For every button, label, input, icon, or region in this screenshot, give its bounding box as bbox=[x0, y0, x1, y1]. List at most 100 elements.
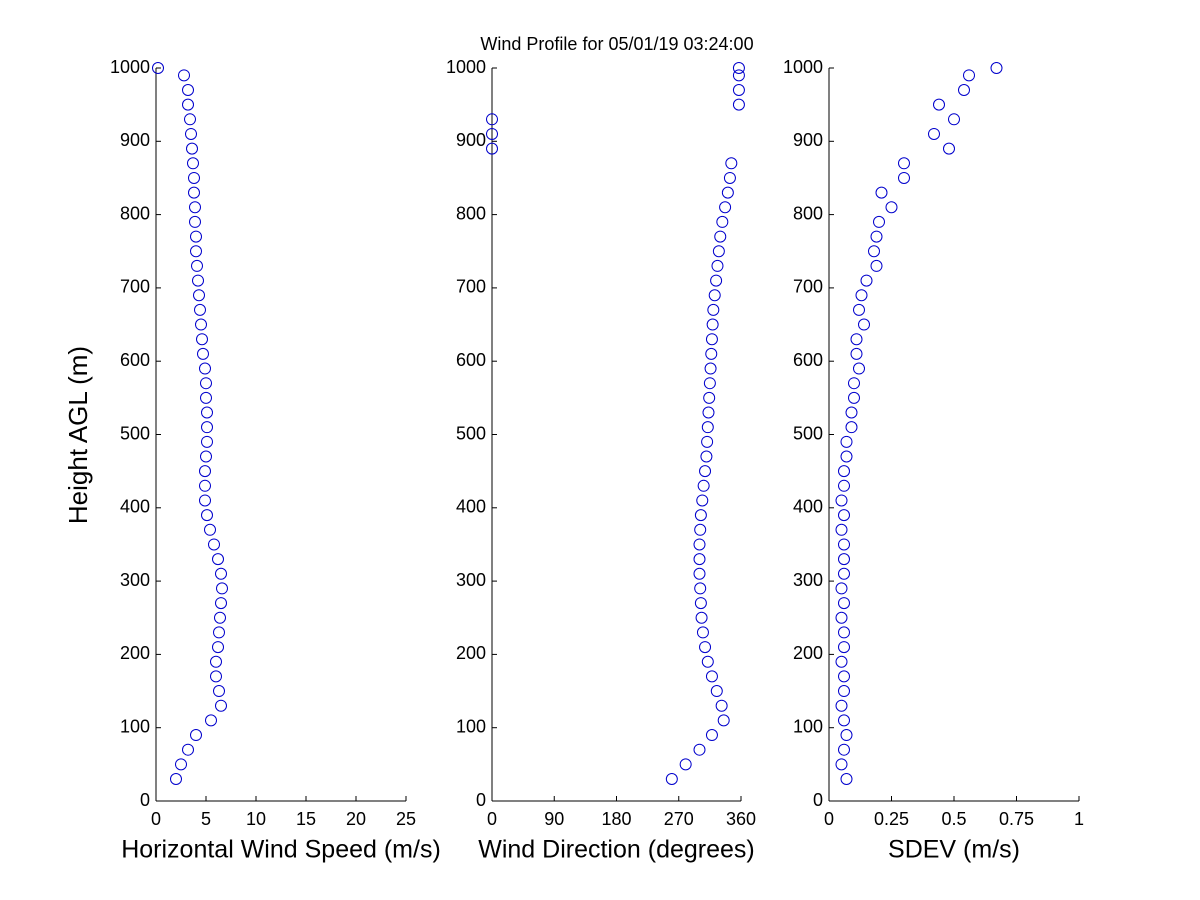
data-point bbox=[855, 289, 868, 302]
data-point bbox=[486, 142, 498, 155]
y-tick-label: 100 bbox=[793, 716, 823, 736]
data-point bbox=[210, 670, 222, 683]
data-point bbox=[963, 69, 975, 82]
data-point bbox=[870, 230, 883, 243]
x-tick-label: 0 bbox=[824, 809, 834, 829]
data-point bbox=[717, 714, 730, 727]
y-tick-label: 900 bbox=[456, 130, 486, 150]
x-tick-label: 0 bbox=[151, 809, 161, 829]
y-tick-label: 200 bbox=[456, 643, 486, 663]
data-point bbox=[840, 729, 853, 742]
data-point bbox=[719, 201, 732, 214]
data-point bbox=[213, 685, 225, 698]
figure-title: Wind Profile for 05/01/19 03:24:00 bbox=[480, 34, 753, 54]
y-tick-label: 900 bbox=[793, 130, 823, 150]
data-point bbox=[694, 509, 707, 522]
y-tick-label: 100 bbox=[456, 716, 486, 736]
data-point bbox=[205, 714, 217, 727]
data-point bbox=[190, 729, 202, 742]
data-point bbox=[710, 274, 723, 287]
data-point bbox=[853, 303, 865, 316]
data-point bbox=[838, 597, 850, 610]
data-point bbox=[948, 113, 960, 126]
data-point bbox=[990, 62, 1003, 74]
data-point bbox=[838, 509, 850, 522]
data-point bbox=[885, 201, 898, 214]
data-point bbox=[848, 377, 860, 390]
x-tick-label: 20 bbox=[346, 809, 366, 829]
data-point bbox=[693, 538, 706, 551]
data-point bbox=[705, 670, 718, 683]
data-point bbox=[200, 450, 212, 463]
data-point bbox=[693, 553, 706, 566]
data-point bbox=[705, 333, 718, 346]
data-point bbox=[701, 421, 714, 434]
data-point bbox=[170, 773, 182, 786]
x-tick-label: 15 bbox=[296, 809, 316, 829]
x-tick-label: 0.25 bbox=[874, 809, 909, 829]
x-tick-label: 0.5 bbox=[941, 809, 966, 829]
data-point bbox=[845, 406, 858, 419]
data-point bbox=[706, 318, 719, 331]
data-point bbox=[216, 582, 228, 595]
data-point bbox=[835, 758, 848, 771]
data-point bbox=[199, 362, 211, 375]
data-point bbox=[868, 245, 880, 258]
data-point bbox=[215, 567, 227, 580]
data-point bbox=[215, 699, 227, 712]
y-tick-label: 0 bbox=[140, 790, 150, 810]
data-point bbox=[732, 69, 745, 82]
data-point bbox=[188, 186, 200, 199]
data-point bbox=[204, 523, 216, 536]
data-point bbox=[200, 391, 212, 404]
data-point bbox=[193, 289, 205, 302]
y-tick-label: 300 bbox=[793, 570, 823, 590]
data-point bbox=[201, 421, 213, 434]
x-tick-label: 0.75 bbox=[999, 809, 1034, 829]
y-tick-label: 800 bbox=[793, 203, 823, 223]
data-point bbox=[197, 347, 209, 360]
data-point bbox=[199, 479, 211, 492]
data-point bbox=[696, 494, 709, 507]
data-point bbox=[195, 318, 207, 331]
data-point bbox=[835, 655, 848, 668]
data-point bbox=[188, 171, 200, 184]
data-point bbox=[694, 582, 707, 595]
data-point bbox=[845, 421, 858, 434]
data-point bbox=[933, 98, 945, 111]
data-point bbox=[850, 333, 863, 346]
data-point bbox=[699, 465, 712, 478]
y-tick-label: 700 bbox=[793, 277, 823, 297]
y-tick-label: 500 bbox=[120, 423, 150, 443]
y-tick-label: 400 bbox=[120, 497, 150, 517]
y-tick-label: 600 bbox=[793, 350, 823, 370]
data-point bbox=[838, 685, 850, 698]
y-tick-label: 1000 bbox=[446, 57, 486, 77]
data-point bbox=[196, 333, 208, 346]
data-point bbox=[721, 186, 734, 199]
data-point bbox=[958, 83, 970, 96]
x-tick-label: 5 bbox=[201, 809, 211, 829]
data-point bbox=[201, 509, 213, 522]
y-tick-label: 800 bbox=[456, 203, 486, 223]
data-point bbox=[194, 303, 206, 316]
y-tick-label: 200 bbox=[120, 643, 150, 663]
data-point bbox=[182, 83, 194, 96]
data-point bbox=[943, 142, 955, 155]
data-point bbox=[732, 62, 745, 74]
data-point bbox=[835, 494, 848, 507]
data-point bbox=[835, 699, 848, 712]
x-axis-label: Wind Direction (degrees) bbox=[478, 836, 755, 864]
data-point bbox=[705, 347, 718, 360]
data-point bbox=[838, 553, 850, 566]
data-point bbox=[189, 201, 201, 214]
data-point bbox=[695, 611, 708, 624]
x-tick-label: 180 bbox=[601, 809, 631, 829]
data-point bbox=[838, 538, 850, 551]
data-point bbox=[725, 157, 738, 170]
data-point bbox=[215, 597, 227, 610]
data-point bbox=[701, 435, 714, 448]
y-tick-label: 0 bbox=[813, 790, 823, 810]
data-point bbox=[716, 215, 729, 228]
